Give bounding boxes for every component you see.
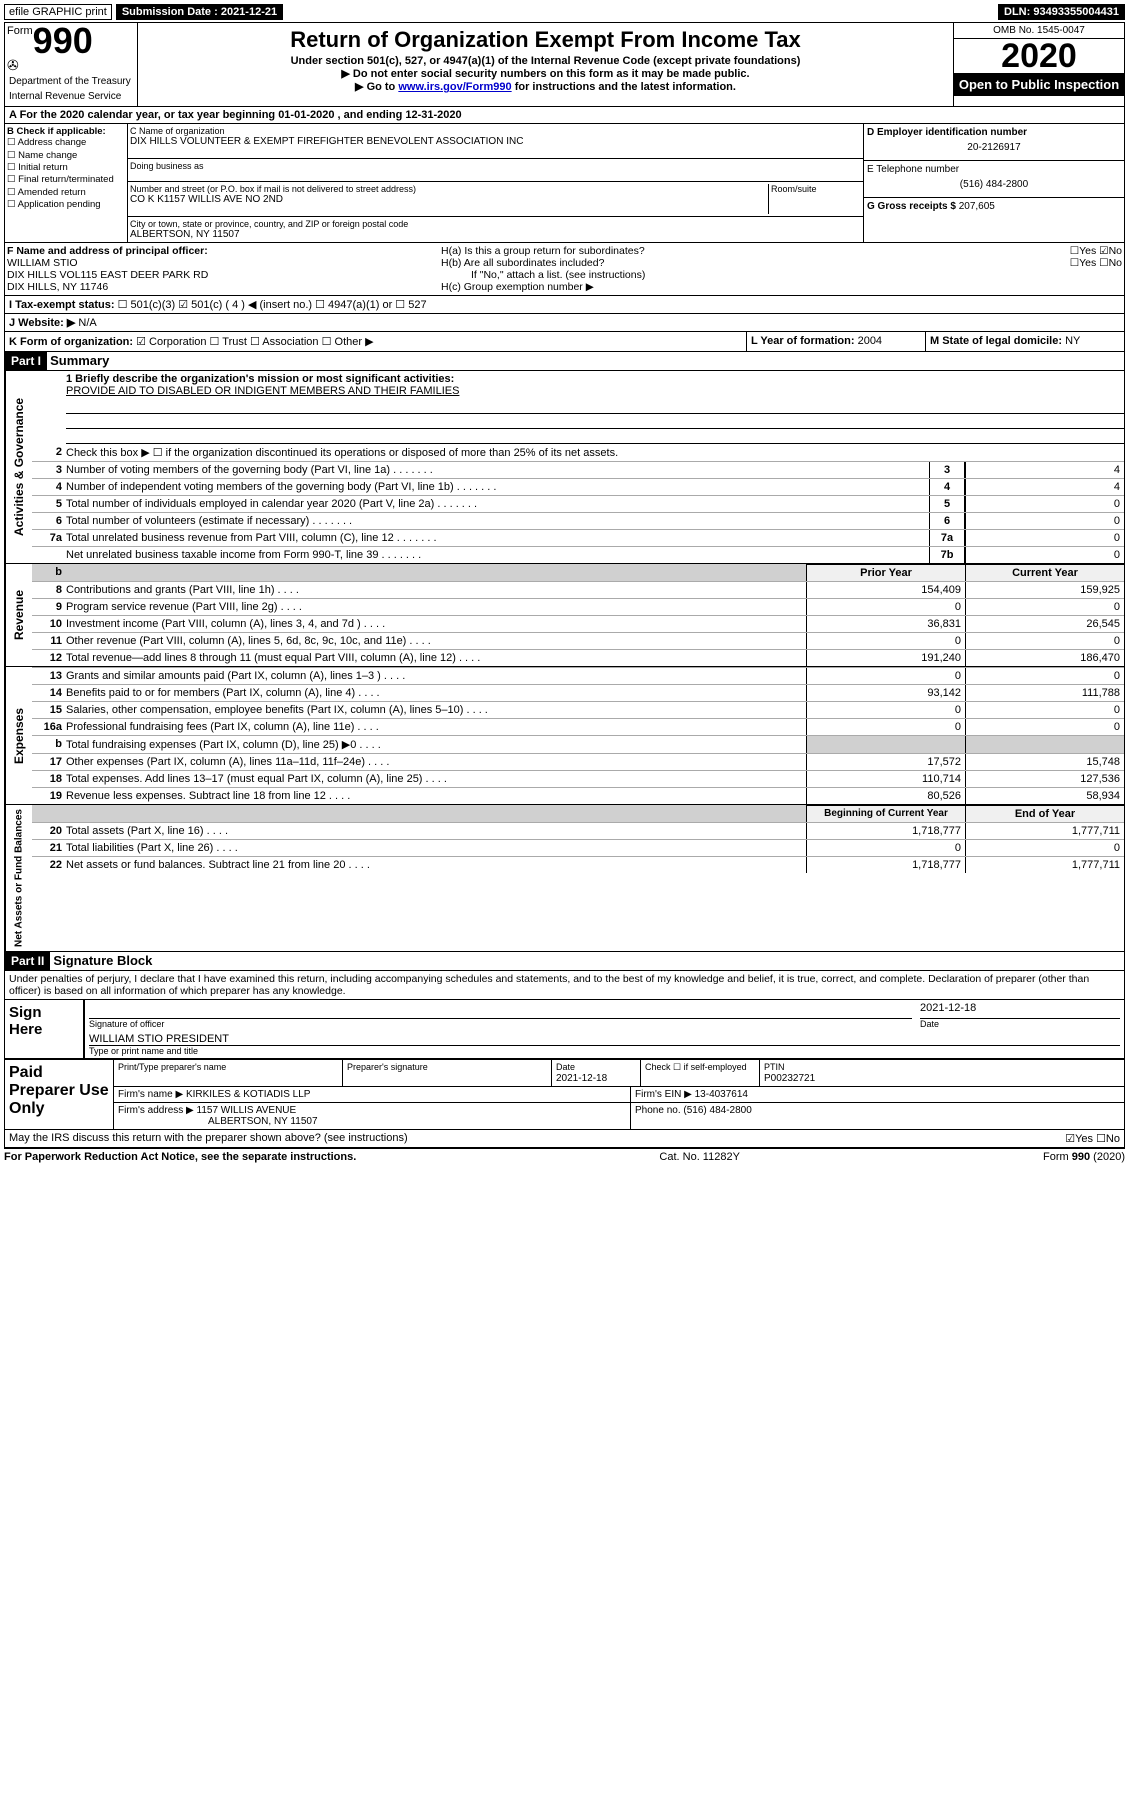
officer-name: WILLIAM STIO PRESIDENT	[89, 1033, 1120, 1046]
summary-netassets: Net Assets or Fund Balances Beginning of…	[5, 805, 1124, 952]
summary-governance: Activities & Governance 1 Briefly descri…	[5, 371, 1124, 564]
col-c-org: C Name of organization DIX HILLS VOLUNTE…	[128, 124, 863, 242]
section-bcde: B Check if applicable: ☐ Address change …	[5, 124, 1124, 243]
dept-irs: Internal Revenue Service	[7, 89, 135, 104]
part1-header: Part I Summary	[5, 352, 1124, 371]
form-org[interactable]: ☑ Corporation ☐ Trust ☐ Association ☐ Ot…	[136, 336, 373, 348]
summary-line: 21Total liabilities (Part X, line 26) . …	[32, 839, 1124, 856]
efile-label: efile GRAPHIC print	[4, 4, 112, 20]
subtitle-2: ▶ Do not enter social security numbers o…	[140, 67, 951, 80]
row-j: J Website: ▶ N/A	[5, 314, 1124, 332]
cb-amended[interactable]: ☐ Amended return	[7, 187, 125, 199]
form-title: Return of Organization Exempt From Incom…	[140, 27, 951, 53]
summary-line: 14Benefits paid to or for members (Part …	[32, 684, 1124, 701]
row-a-tax-year: A For the 2020 calendar year, or tax yea…	[5, 107, 1124, 124]
subtitle-1: Under section 501(c), 527, or 4947(a)(1)…	[140, 55, 951, 67]
dln: DLN: 93493355004431	[998, 4, 1125, 20]
summary-line: 22Net assets or fund balances. Subtract …	[32, 856, 1124, 873]
ha-answer[interactable]: ☐Yes ☑No	[1070, 245, 1122, 257]
open-public: Open to Public Inspection	[954, 73, 1124, 96]
header-row: Form990 ✇ Department of the Treasury Int…	[5, 23, 1124, 107]
omb-box: OMB No. 1545-0047 2020 Open to Public In…	[953, 23, 1124, 106]
perjury-text: Under penalties of perjury, I declare th…	[5, 971, 1124, 1000]
cb-name[interactable]: ☐ Name change	[7, 150, 125, 162]
vlabel-expenses: Expenses	[5, 667, 32, 804]
summary-line: 18Total expenses. Add lines 13–17 (must …	[32, 770, 1124, 787]
ptin: P00232721	[764, 1073, 815, 1084]
col-b-checkboxes: B Check if applicable: ☐ Address change …	[5, 124, 128, 242]
gross-receipts: 207,605	[959, 201, 995, 212]
summary-line: 8Contributions and grants (Part VIII, li…	[32, 581, 1124, 598]
col-h-group: H(a) Is this a group return for subordin…	[439, 243, 1124, 295]
org-street: CO K K1157 WILLIS AVE NO 2ND	[130, 194, 768, 205]
sign-date: 2021-12-18	[920, 1002, 1120, 1019]
org-city: ALBERTSON, NY 11507	[130, 229, 861, 240]
vlabel-net: Net Assets or Fund Balances	[5, 805, 32, 951]
col-f-officer: F Name and address of principal officer:…	[5, 243, 439, 295]
title-box: Return of Organization Exempt From Incom…	[138, 23, 953, 106]
form-number-box: Form990 ✇ Department of the Treasury Int…	[5, 23, 138, 106]
firm-name: KIRKILES & KOTIADIS LLP	[186, 1089, 311, 1100]
col-de: D Employer identification number 20-2126…	[863, 124, 1124, 242]
top-bar: efile GRAPHIC print Submission Date : 20…	[4, 4, 1125, 20]
cb-pending[interactable]: ☐ Application pending	[7, 199, 125, 211]
summary-line: bTotal fundraising expenses (Part IX, co…	[32, 735, 1124, 753]
summary-line: 19Revenue less expenses. Subtract line 1…	[32, 787, 1124, 804]
cb-address[interactable]: ☐ Address change	[7, 137, 125, 149]
cb-initial[interactable]: ☐ Initial return	[7, 162, 125, 174]
vlabel-governance: Activities & Governance	[5, 371, 32, 563]
summary-line: Net unrelated business taxable income fr…	[32, 546, 1124, 563]
summary-line: 7aTotal unrelated business revenue from …	[32, 529, 1124, 546]
subtitle-3: ▶ Go to www.irs.gov/Form990 for instruct…	[140, 80, 951, 93]
ein: 20-2126917	[867, 138, 1121, 157]
summary-line: 16aProfessional fundraising fees (Part I…	[32, 718, 1124, 735]
row-i: I Tax-exempt status: ☐ 501(c)(3) ☑ 501(c…	[5, 296, 1124, 314]
summary-line: 6Total number of volunteers (estimate if…	[32, 512, 1124, 529]
discuss-answer[interactable]: ☑Yes ☐No	[1065, 1132, 1120, 1145]
mission-text: PROVIDE AID TO DISABLED OR INDIGENT MEMB…	[66, 385, 459, 397]
discuss-row: May the IRS discuss this return with the…	[5, 1130, 1124, 1148]
form-container: Form990 ✇ Department of the Treasury Int…	[4, 22, 1125, 1149]
summary-line: 20Total assets (Part X, line 16) . . . .…	[32, 822, 1124, 839]
footer: For Paperwork Reduction Act Notice, see …	[4, 1149, 1125, 1165]
tax-status[interactable]: ☐ 501(c)(3) ☑ 501(c) ( 4 ) ◀ (insert no.…	[118, 299, 427, 311]
summary-line: 10Investment income (Part VIII, column (…	[32, 615, 1124, 632]
summary-line: 11Other revenue (Part VIII, column (A), …	[32, 632, 1124, 649]
sign-here-block: Sign Here Signature of officer 2021-12-1…	[5, 1000, 1124, 1059]
summary-line: 12Total revenue—add lines 8 through 11 (…	[32, 649, 1124, 666]
form990-link[interactable]: www.irs.gov/Form990	[398, 81, 511, 93]
website: N/A	[78, 317, 96, 329]
cb-final[interactable]: ☐ Final return/terminated	[7, 174, 125, 186]
prep-phone: (516) 484-2800	[683, 1105, 751, 1116]
summary-line: 5Total number of individuals employed in…	[32, 495, 1124, 512]
phone: (516) 484-2800	[867, 175, 1121, 194]
form-word: Form	[7, 25, 33, 37]
summary-line: 15Salaries, other compensation, employee…	[32, 701, 1124, 718]
org-name: DIX HILLS VOLUNTEER & EXEMPT FIREFIGHTER…	[130, 136, 861, 147]
row-klm: K Form of organization: ☑ Corporation ☐ …	[5, 332, 1124, 352]
submission-date: Submission Date : 2021-12-21	[116, 4, 283, 20]
part2-header: Part II Signature Block	[5, 952, 1124, 971]
summary-line: 17Other expenses (Part IX, column (A), l…	[32, 753, 1124, 770]
form-990: 990	[33, 25, 93, 57]
summary-line: 4Number of independent voting members of…	[32, 478, 1124, 495]
summary-line: 9Program service revenue (Part VIII, lin…	[32, 598, 1124, 615]
preparer-block: Paid Preparer Use Only Print/Type prepar…	[5, 1059, 1124, 1130]
vlabel-revenue: Revenue	[5, 564, 32, 666]
summary-line: 3Number of voting members of the governi…	[32, 461, 1124, 478]
dept-treasury: Department of the Treasury	[7, 74, 135, 89]
tax-year: 2020	[954, 39, 1124, 73]
summary-line: 13Grants and similar amounts paid (Part …	[32, 667, 1124, 684]
section-fh: F Name and address of principal officer:…	[5, 243, 1124, 296]
summary-revenue: Revenue bPrior YearCurrent Year 8Contrib…	[5, 564, 1124, 667]
firm-ein: 13-4037614	[695, 1089, 748, 1100]
hb-answer[interactable]: ☐Yes ☐No	[1070, 257, 1122, 269]
summary-expenses: Expenses 13Grants and similar amounts pa…	[5, 667, 1124, 805]
